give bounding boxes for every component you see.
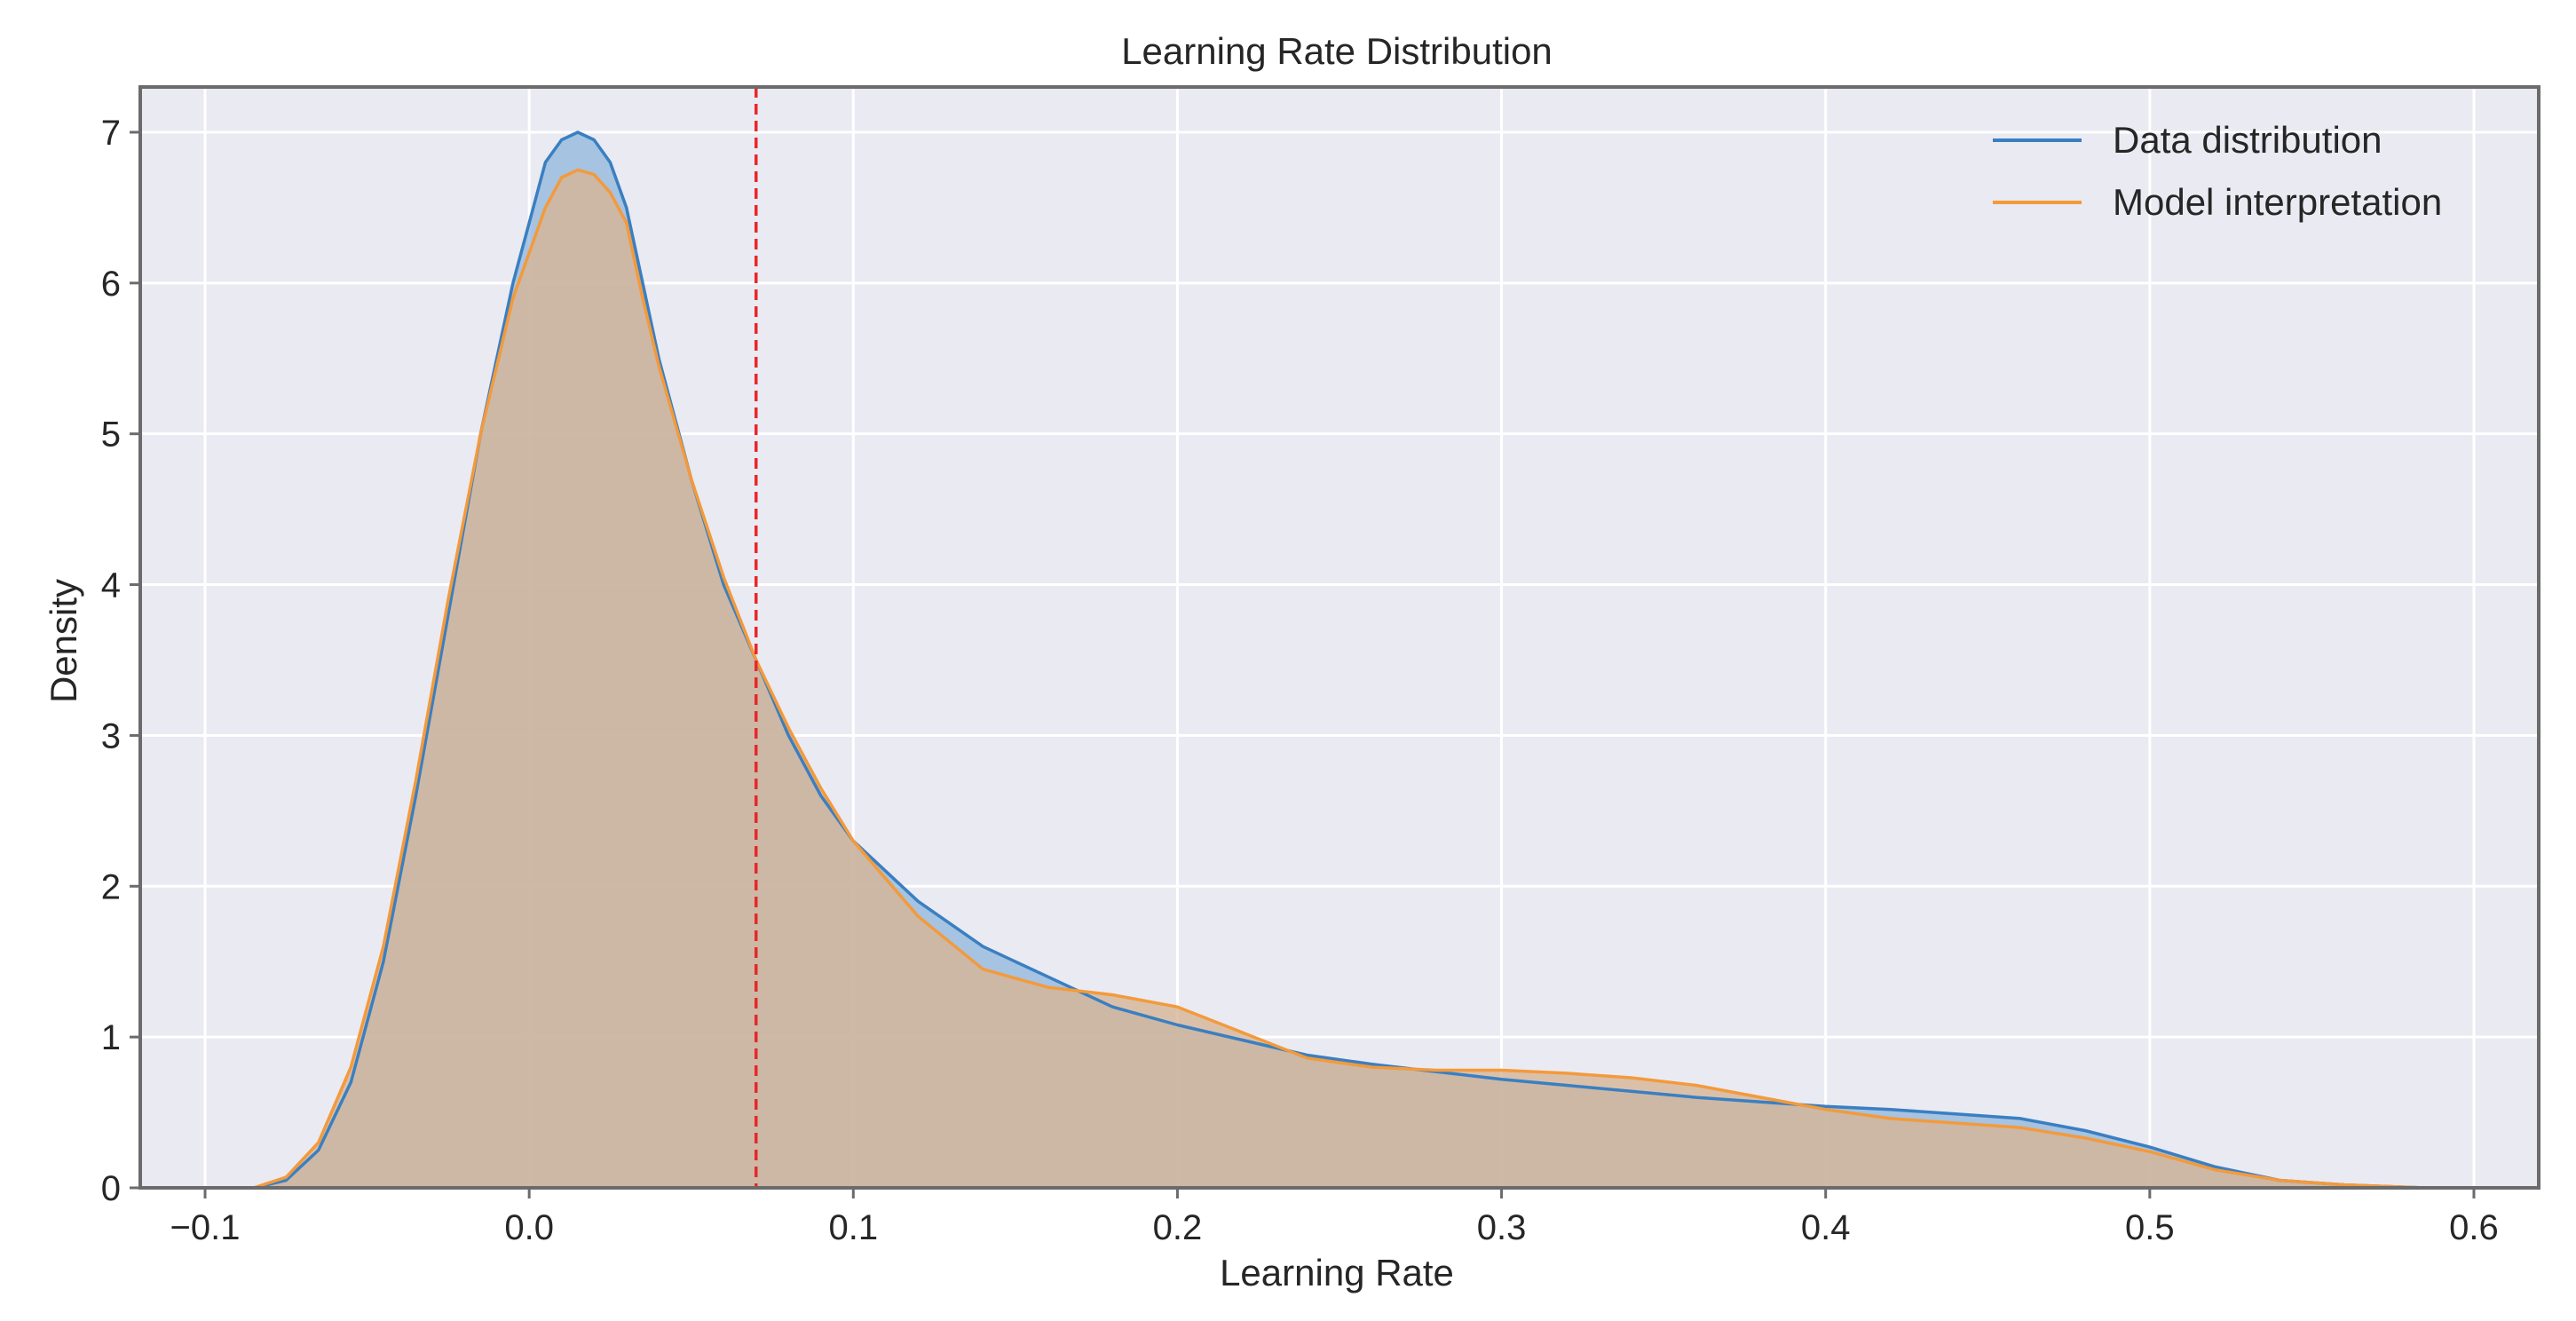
series-lines (253, 131, 2426, 1190)
plot-border (138, 85, 2540, 1190)
x-axis-ticks: −0.1 0.0 0.1 0.2 0.3 0.4 0.5 0.6 (170, 1188, 2499, 1247)
y-tick-label: 3 (101, 716, 121, 755)
y-tick-label: 0 (101, 1169, 121, 1208)
x-axis-label: Learning Rate (1220, 1252, 1454, 1293)
y-tick-label: 2 (101, 867, 121, 906)
series-line-1 (253, 131, 2426, 1190)
y-tick-label: 4 (101, 566, 121, 605)
x-tick-label: 0.6 (2449, 1208, 2499, 1247)
x-tick-label: 0.5 (2125, 1208, 2175, 1247)
y-tick-label: 6 (101, 265, 121, 304)
x-tick-label: 0.1 (828, 1208, 878, 1247)
chart-title: Learning Rate Distribution (1121, 30, 1553, 72)
y-tick-label: 7 (101, 114, 121, 153)
legend-label: Model interpretation (2113, 181, 2442, 223)
y-tick-label: 5 (101, 415, 121, 455)
x-tick-label: 0.2 (1153, 1208, 1203, 1247)
series-line-2 (253, 168, 2426, 1190)
x-tick-label: 0.0 (504, 1208, 554, 1247)
y-tick-label: 1 (101, 1018, 121, 1057)
legend-label: Data distribution (2113, 119, 2382, 161)
x-tick-label: −0.1 (170, 1208, 241, 1247)
x-tick-label: 0.4 (1801, 1208, 1851, 1247)
series-fills (253, 132, 2426, 1188)
y-axis-ticks: 0 1 2 3 4 5 6 7 (101, 114, 140, 1208)
y-axis-label: Density (43, 579, 84, 703)
x-tick-label: 0.3 (1477, 1208, 1527, 1247)
legend: Data distribution Model interpretation (1993, 119, 2442, 223)
series-fill-2 (253, 170, 2426, 1188)
